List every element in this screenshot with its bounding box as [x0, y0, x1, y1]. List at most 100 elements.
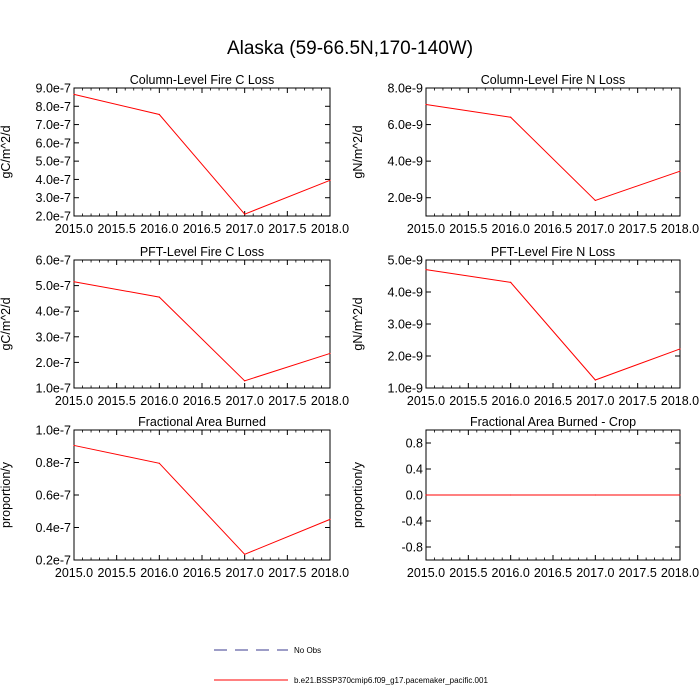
x-tick-label: 2016.0 [140, 394, 178, 408]
y-axis-label: gC/m^2/d [0, 297, 13, 350]
x-tick-label: 2015.0 [407, 394, 445, 408]
x-tick-label: 2018.0 [311, 566, 349, 580]
x-tick-label: 2016.0 [492, 394, 530, 408]
x-tick-label: 2018.0 [661, 394, 699, 408]
y-tick-label: 7.0e-7 [36, 118, 71, 132]
x-tick-label: 2016.5 [183, 394, 221, 408]
x-tick-label: 2016.5 [534, 222, 572, 236]
data-point [73, 93, 75, 95]
y-tick-label: 8.0e-7 [36, 100, 71, 114]
legend: No Obs b.e21.BSSP370cmip6.f09_g17.pacemak… [214, 646, 488, 685]
series-line [425, 269, 681, 381]
y-tick-label: 4.0e-7 [36, 305, 71, 319]
y-tick-label: 1.0e-7 [36, 424, 71, 438]
x-tick-label: 2015.0 [407, 566, 445, 580]
data-point [679, 348, 681, 350]
x-tick-label: 2016.0 [140, 566, 178, 580]
y-axis-label: gN/m^2/d [351, 125, 365, 178]
x-tick-label: 2015.0 [55, 566, 93, 580]
y-tick-label: 3.0e-7 [36, 330, 71, 344]
x-tick-label: 2017.0 [576, 394, 614, 408]
panel-title: Column-Level Fire N Loss [481, 73, 626, 87]
y-tick-label: 2.0e-7 [36, 210, 71, 224]
chart-panel: PFT-Level Fire N Loss gN/m^2/d 2015.0 2015.… [351, 245, 699, 408]
y-tick-label: 0.8 [406, 437, 423, 451]
data-point [73, 281, 75, 283]
x-tick-label: 2015.5 [449, 566, 487, 580]
data-point [158, 113, 160, 116]
x-tick-label: 2016.5 [534, 394, 572, 408]
y-tick-label: 2.0e-9 [388, 350, 423, 364]
x-tick-label: 2015.0 [407, 222, 445, 236]
x-tick-label: 2016.5 [534, 566, 572, 580]
x-tick-label: 2016.5 [183, 566, 221, 580]
legend-label: No Obs [294, 646, 321, 655]
y-tick-label: 4.0e-9 [388, 286, 423, 300]
data-point [425, 269, 427, 271]
y-axis-label: proportion/y [0, 461, 13, 528]
x-tick-label: 2015.5 [449, 222, 487, 236]
y-tick-label: 0.4 [406, 463, 423, 477]
x-tick-label: 2018.0 [661, 566, 699, 580]
panel-title: PFT-Level Fire C Loss [140, 245, 264, 259]
x-tick-label: 2017.5 [619, 566, 657, 580]
series-line [425, 103, 681, 202]
x-tick-label: 2017.5 [268, 566, 306, 580]
series-line [73, 93, 331, 215]
y-tick-label: 5.0e-7 [36, 279, 71, 293]
y-tick-label: 3.0e-9 [388, 318, 423, 332]
x-tick-label: 2015.0 [55, 222, 93, 236]
data-point [679, 170, 681, 172]
data-point [158, 462, 160, 464]
y-tick-label: 0.4e-7 [36, 521, 71, 535]
x-tick-label: 2017.5 [619, 394, 657, 408]
data-point [425, 103, 427, 106]
data-point [244, 213, 246, 215]
data-point [425, 494, 427, 496]
y-tick-label: 6.0e-9 [388, 118, 423, 132]
x-tick-label: 2015.5 [449, 394, 487, 408]
y-tick-label: 0.2e-7 [36, 554, 71, 568]
data-point [594, 379, 596, 381]
y-tick-label: 6.0e-7 [36, 136, 71, 150]
x-tick-label: 2017.0 [576, 566, 614, 580]
x-tick-label: 2015.5 [98, 394, 136, 408]
y-axis-label: proportion/y [351, 461, 365, 528]
y-tick-label: 4.0e-7 [36, 173, 71, 187]
x-tick-label: 2017.5 [268, 222, 306, 236]
x-tick-label: 2017.0 [226, 566, 264, 580]
panel-title: Fractional Area Burned - Crop [470, 415, 636, 429]
y-tick-label: 1.0e-7 [36, 382, 71, 396]
plot-frame [425, 259, 681, 389]
y-tick-label: 8.0e-9 [388, 82, 423, 96]
series-line [73, 281, 331, 382]
panel-title: Fractional Area Burned [138, 415, 266, 429]
x-tick-label: 2016.0 [492, 566, 530, 580]
chart-panel: Column-Level Fire C Loss gC/m^2/d 2015.0 20… [0, 73, 349, 236]
y-tick-label: 6.0e-7 [36, 254, 71, 268]
y-tick-label: 5.0e-9 [388, 254, 423, 268]
x-tick-label: 2018.0 [661, 222, 699, 236]
data-point [510, 116, 512, 118]
x-tick-label: 2017.5 [268, 394, 306, 408]
y-tick-label: 2.0e-9 [388, 191, 423, 205]
y-tick-label: 5.0e-7 [36, 155, 71, 169]
x-tick-label: 2017.0 [226, 222, 264, 236]
chart-panel: Fractional Area Burned proportion/y 2015.0… [0, 415, 349, 580]
data-point [329, 518, 331, 520]
chart-panel: Column-Level Fire N Loss gN/m^2/d 2015.0 20… [351, 73, 699, 236]
panel-title: Column-Level Fire C Loss [130, 73, 275, 87]
x-tick-label: 2017.0 [226, 394, 264, 408]
data-point [158, 296, 160, 298]
y-tick-label: 4.0e-9 [388, 155, 423, 169]
y-tick-label: 3.0e-7 [36, 191, 71, 205]
x-tick-label: 2017.5 [619, 222, 657, 236]
x-tick-label: 2018.0 [311, 394, 349, 408]
y-tick-label: 9.0e-7 [36, 82, 71, 96]
x-tick-label: 2016.5 [183, 222, 221, 236]
x-tick-label: 2015.5 [98, 566, 136, 580]
chart-panel: Fractional Area Burned - Crop proportion/… [351, 415, 699, 580]
x-tick-label: 2018.0 [311, 222, 349, 236]
data-point [510, 494, 512, 496]
plot-frame [73, 429, 331, 561]
